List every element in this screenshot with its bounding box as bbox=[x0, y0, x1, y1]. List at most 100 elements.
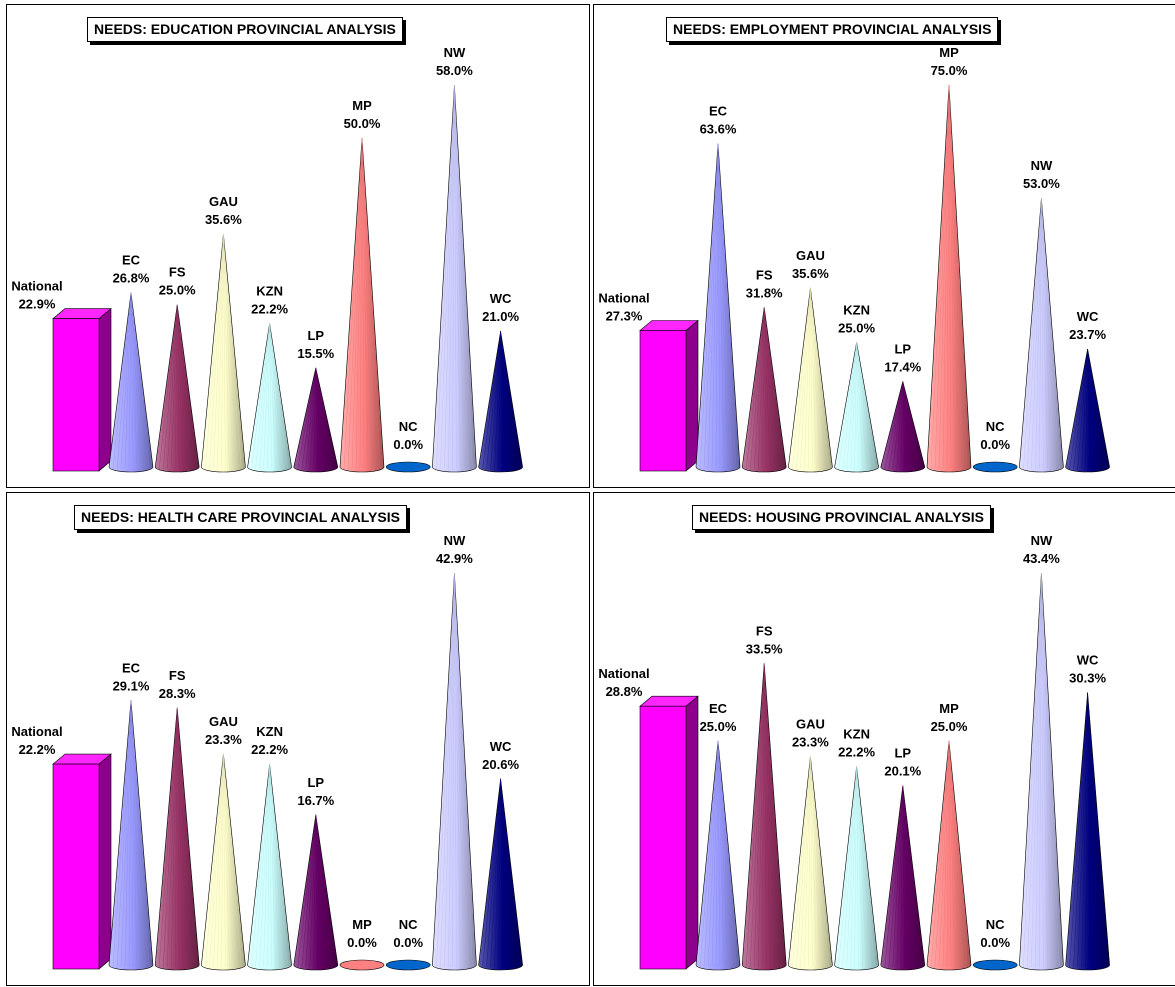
bar-nw bbox=[1019, 572, 1064, 971]
bar-lp bbox=[293, 367, 339, 473]
bar-nw bbox=[432, 84, 477, 473]
employment-chart: National 27.3% EC 63.6% FS 31.8% GAU 35.6% KZN 25… bbox=[598, 45, 1110, 473]
value-label: 23.3% bbox=[205, 732, 242, 747]
value-label: 28.8% bbox=[606, 684, 643, 699]
bar-gau bbox=[788, 756, 833, 971]
employment-chart-panel: NEEDS: EMPLOYMENT PROVINCIAL ANALYSIS Na… bbox=[593, 4, 1175, 488]
value-label: 22.2% bbox=[838, 744, 875, 759]
bar-gau bbox=[201, 234, 246, 473]
value-label: 22.2% bbox=[251, 301, 288, 316]
category-label: FS bbox=[169, 668, 186, 683]
category-label: LP bbox=[894, 746, 911, 761]
value-label: 35.6% bbox=[792, 266, 829, 281]
category-label: National bbox=[11, 724, 62, 739]
category-label: EC bbox=[122, 253, 141, 268]
value-label: 53.0% bbox=[1023, 176, 1060, 191]
bar-ec bbox=[695, 740, 741, 971]
bar-national bbox=[639, 319, 699, 472]
category-label: LP bbox=[307, 775, 324, 790]
value-label: 28.3% bbox=[159, 686, 196, 701]
value-label: 0.0% bbox=[980, 935, 1010, 950]
category-label: National bbox=[598, 666, 649, 681]
bar-gau bbox=[788, 287, 833, 473]
bar-mp bbox=[339, 138, 385, 473]
category-label: MP bbox=[352, 917, 372, 932]
bar-kzn bbox=[247, 764, 292, 971]
category-label: FS bbox=[169, 265, 186, 280]
chart-title: NEEDS: HEALTH CARE PROVINCIAL ANALYSIS bbox=[74, 505, 407, 530]
bar-national bbox=[639, 695, 699, 970]
category-label: NC bbox=[399, 917, 418, 932]
bar-fs bbox=[154, 707, 200, 971]
value-label: 21.0% bbox=[482, 309, 519, 324]
value-label: 22.2% bbox=[19, 742, 56, 757]
value-label: 17.4% bbox=[884, 359, 921, 374]
bar-national bbox=[52, 307, 112, 472]
category-label: EC bbox=[122, 660, 141, 675]
bar-wc bbox=[1065, 348, 1110, 473]
category-label: NC bbox=[986, 917, 1005, 932]
category-label: KZN bbox=[256, 724, 283, 739]
bar-mp bbox=[926, 84, 972, 473]
value-label: 25.0% bbox=[700, 719, 737, 734]
category-label: NW bbox=[1031, 533, 1053, 548]
category-label: KZN bbox=[843, 726, 870, 741]
housing-chart: National 28.8% EC 25.0% FS 33.5% GAU 23.3% KZN 22… bbox=[598, 533, 1110, 971]
value-label: 42.9% bbox=[436, 551, 473, 566]
category-label: GAU bbox=[796, 716, 825, 731]
category-label: MP bbox=[939, 45, 959, 60]
value-label: 25.0% bbox=[159, 283, 196, 298]
bar-lp bbox=[293, 814, 339, 971]
value-label: 30.3% bbox=[1069, 671, 1106, 686]
category-label: EC bbox=[709, 701, 728, 716]
bar-fs bbox=[154, 304, 200, 473]
bar-kzn bbox=[247, 323, 292, 473]
bar-nw bbox=[1019, 198, 1064, 473]
value-label: 23.3% bbox=[792, 734, 829, 749]
category-label: WC bbox=[490, 291, 512, 306]
value-label: 0.0% bbox=[393, 437, 423, 452]
value-label: 0.0% bbox=[980, 437, 1010, 452]
category-label: NW bbox=[1031, 158, 1053, 173]
category-label: NW bbox=[444, 533, 466, 548]
bar-lp bbox=[880, 381, 926, 473]
value-label: 25.0% bbox=[838, 320, 875, 335]
value-label: 35.6% bbox=[205, 212, 242, 227]
bar-kzn bbox=[834, 766, 879, 971]
category-label: FS bbox=[756, 267, 773, 282]
value-label: 33.5% bbox=[746, 641, 783, 656]
value-label: 22.9% bbox=[19, 297, 56, 312]
bar-nc bbox=[972, 461, 1018, 473]
value-label: 23.7% bbox=[1069, 327, 1106, 342]
value-label: 15.5% bbox=[297, 346, 334, 361]
value-label: 31.8% bbox=[746, 285, 783, 300]
category-label: KZN bbox=[256, 283, 283, 298]
bar-lp bbox=[880, 785, 926, 971]
category-label: MP bbox=[352, 98, 372, 113]
housing-chart-panel: NEEDS: HOUSING PROVINCIAL ANALYSIS Natio… bbox=[593, 492, 1175, 986]
value-label: 20.1% bbox=[884, 764, 921, 779]
education-chart: National 22.9% EC 26.8% FS 25.0% GAU 35.6% KZN 22… bbox=[11, 45, 523, 473]
bar-wc bbox=[478, 331, 523, 473]
value-label: 25.0% bbox=[931, 719, 968, 734]
category-label: MP bbox=[939, 701, 959, 716]
bar-nc bbox=[385, 959, 431, 971]
bar-mp bbox=[926, 740, 972, 971]
value-label: 43.4% bbox=[1023, 551, 1060, 566]
health-care-chart: National 22.2% EC 29.1% FS 28.3% GAU 23.3% KZN 22… bbox=[11, 533, 523, 971]
bar-nc bbox=[972, 959, 1018, 971]
value-label: 29.1% bbox=[113, 678, 150, 693]
health-care-chart-panel: NEEDS: HEALTH CARE PROVINCIAL ANALYSIS N… bbox=[6, 492, 590, 986]
bar-kzn bbox=[834, 342, 879, 473]
bar-fs bbox=[741, 307, 787, 473]
value-label: 63.6% bbox=[700, 122, 737, 137]
chart-title: NEEDS: EMPLOYMENT PROVINCIAL ANALYSIS bbox=[666, 17, 999, 42]
bar-nc bbox=[385, 461, 431, 473]
value-label: 27.3% bbox=[606, 308, 643, 323]
value-label: 22.2% bbox=[251, 742, 288, 757]
value-label: 16.7% bbox=[297, 793, 334, 808]
chart-title: NEEDS: HOUSING PROVINCIAL ANALYSIS bbox=[692, 505, 991, 530]
category-label: GAU bbox=[209, 194, 238, 209]
category-label: WC bbox=[1077, 653, 1099, 668]
category-label: WC bbox=[1077, 309, 1099, 324]
